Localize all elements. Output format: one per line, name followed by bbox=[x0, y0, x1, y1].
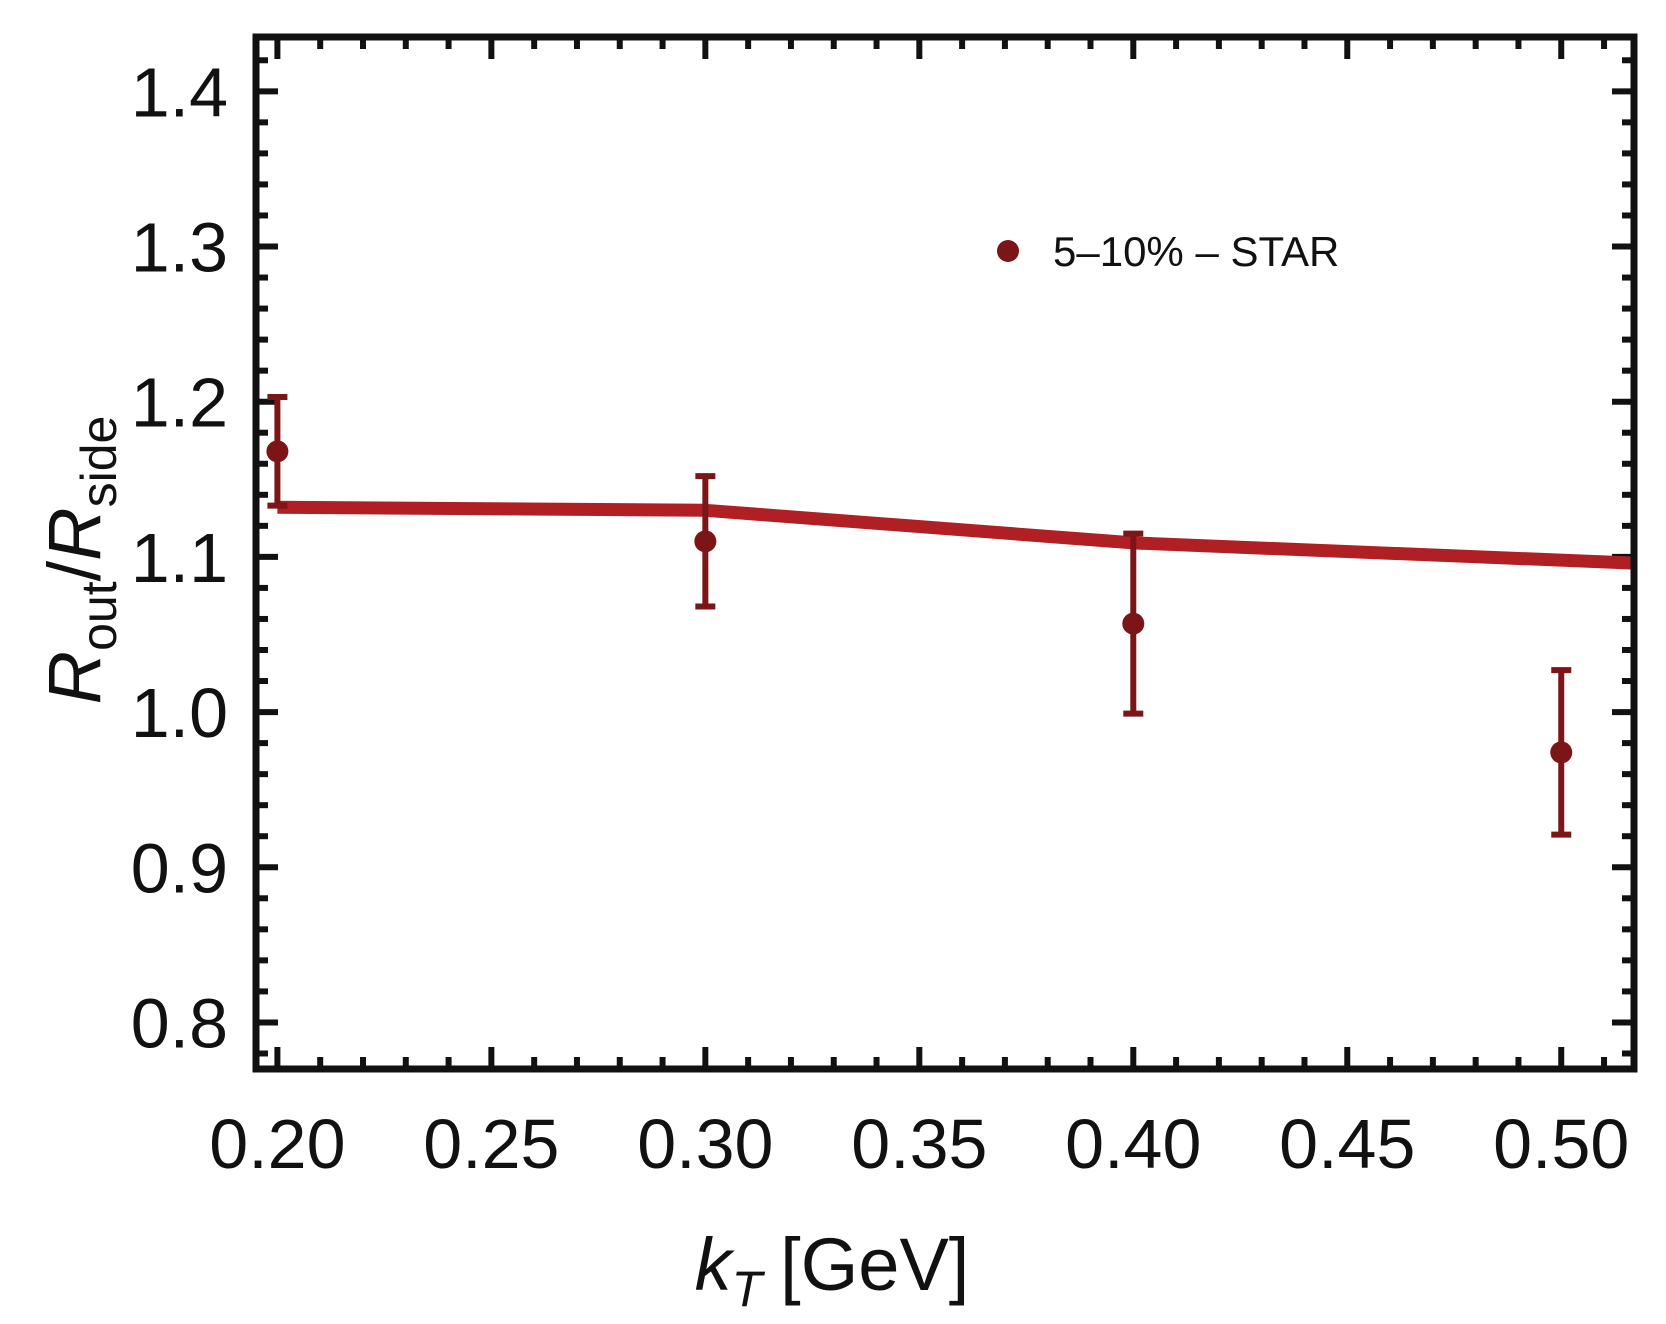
x-tick-label: 0.45 bbox=[1279, 1105, 1415, 1183]
plot-frame bbox=[252, 33, 1638, 1073]
y-tick-label: 1.2 bbox=[131, 364, 228, 442]
data-point-group bbox=[266, 394, 289, 509]
y-tick-label: 0.8 bbox=[131, 984, 228, 1062]
data-series bbox=[266, 394, 1635, 838]
data-point bbox=[266, 440, 289, 463]
data-point bbox=[694, 530, 717, 553]
data-point bbox=[1550, 741, 1573, 764]
x-tick-label: 0.30 bbox=[637, 1105, 773, 1183]
x-tick-label: 0.25 bbox=[423, 1105, 559, 1183]
data-point bbox=[1122, 612, 1145, 635]
x-axis-unit: [GeV] bbox=[780, 1223, 969, 1306]
y-tick-label: 1.3 bbox=[131, 209, 228, 287]
legend: 5–10% – STAR bbox=[997, 228, 1339, 275]
y-tick-label: 1.1 bbox=[131, 519, 228, 597]
y-axis-num: R bbox=[33, 651, 116, 704]
data-point-group bbox=[694, 473, 717, 610]
y-axis-title: Rout/Rside bbox=[33, 416, 127, 705]
y-axis-den-sub: side bbox=[71, 416, 127, 508]
y-tick-label: 1.4 bbox=[131, 53, 228, 131]
x-tick-label: 0.20 bbox=[209, 1105, 345, 1183]
data-point-group bbox=[1122, 530, 1145, 717]
y-axis-slash: / bbox=[33, 560, 116, 581]
y-tick-labels: 0.8 0.9 1.0 1.1 1.2 1.3 1.4 bbox=[131, 53, 228, 1062]
x-tick-label: 0.35 bbox=[851, 1105, 987, 1183]
model-line bbox=[277, 500, 1635, 570]
y-tick-label: 1.0 bbox=[131, 674, 228, 752]
x-axis-var: k bbox=[695, 1223, 736, 1306]
y-tick-label: 0.9 bbox=[131, 829, 228, 907]
y-axis-den: R bbox=[33, 507, 116, 560]
x-tick-label: 0.50 bbox=[1493, 1105, 1629, 1183]
x-tick-label: 0.40 bbox=[1065, 1105, 1201, 1183]
y-axis-num-sub: out bbox=[71, 581, 127, 651]
x-tick-labels: 0.20 0.25 0.30 0.35 0.40 0.45 0.50 bbox=[209, 1105, 1629, 1183]
data-point-group bbox=[1550, 667, 1573, 838]
legend-marker bbox=[997, 240, 1019, 262]
x-axis-title: kT [GeV] bbox=[695, 1223, 970, 1317]
legend-label: 5–10% – STAR bbox=[1053, 228, 1339, 275]
x-axis-var-sub: T bbox=[732, 1261, 766, 1317]
